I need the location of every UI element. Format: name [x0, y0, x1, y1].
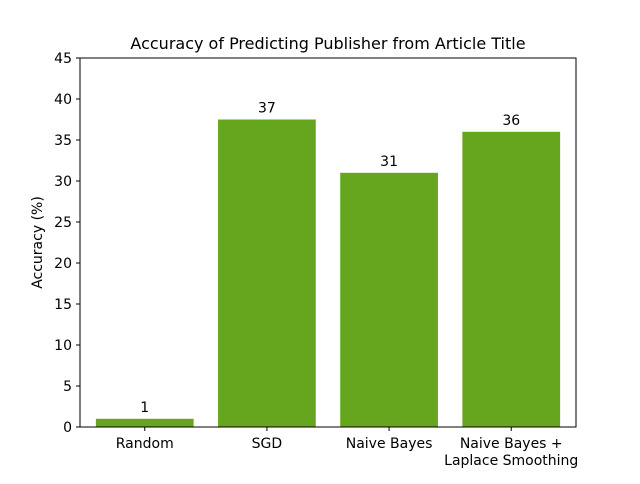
x-tick-label: Naive Bayes: [346, 436, 433, 452]
bar-value-label: 36: [502, 113, 520, 129]
bars-group: [95, 119, 561, 428]
data-labels-group: 1 37 31 36: [140, 101, 520, 416]
x-tick-label: Laplace Smoothing: [444, 453, 578, 469]
x-tick-label: SGD: [252, 436, 283, 452]
bar-value-label: 1: [140, 400, 149, 416]
y-tick-label: 15: [54, 297, 72, 313]
chart-title: Accuracy of Predicting Publisher from Ar…: [130, 34, 525, 53]
bar: [218, 119, 316, 427]
x-axis: Random SGD Naive Bayes Naive Bayes +Laplace…: [116, 427, 578, 469]
bar: [462, 131, 561, 428]
x-tick-label: Random: [116, 436, 174, 452]
plot-frame: [79, 57, 577, 428]
y-axis-label: Accuracy (%): [30, 196, 46, 289]
y-tick-label: 30: [54, 174, 72, 190]
y-tick-label: 45: [54, 51, 72, 67]
y-tick-label: 0: [63, 420, 72, 436]
bar-value-label: 31: [380, 154, 398, 170]
bar: [95, 418, 194, 427]
y-tick-label: 5: [63, 379, 72, 395]
y-tick-label: 20: [54, 256, 72, 272]
bar: [340, 172, 438, 427]
y-tick-label: 35: [54, 133, 72, 149]
y-tick-label: 10: [54, 338, 72, 354]
y-axis: 0 5 10 15 20 25 30 35 40 45: [54, 51, 80, 436]
y-tick-label: 40: [54, 92, 72, 108]
x-tick-label: Naive Bayes +: [460, 436, 563, 452]
bar-value-label: 37: [258, 101, 276, 117]
y-tick-label: 25: [54, 215, 72, 231]
